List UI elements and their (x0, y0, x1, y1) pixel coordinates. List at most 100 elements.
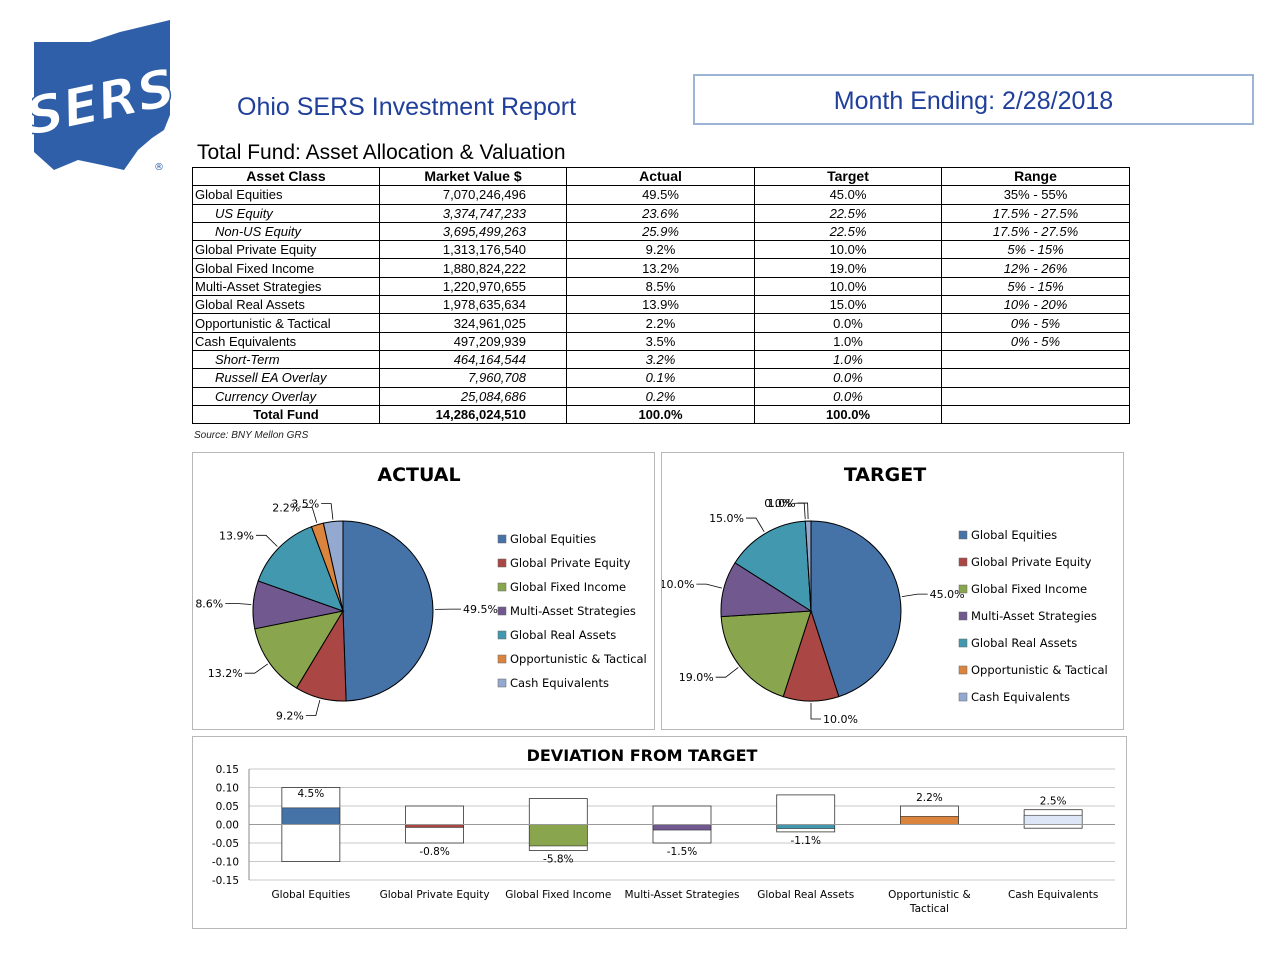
cell-actual: 8.5% (566, 276, 755, 297)
cell-actual: 3.2% (566, 349, 755, 370)
data-label: 9.2% (276, 710, 304, 723)
deviation-chart-panel: DEVIATION FROM TARGET 0.15 0.10 0.05 0.00 -0.… (192, 736, 1127, 929)
cell-target: 0.0% (754, 368, 942, 388)
legend-entry: Opportunistic & Tactical (510, 652, 647, 666)
target-pie-chart: TARGET 45.0% 10.0% 19.0% 10.0% 15.0% 0.0%1.0% G… (659, 464, 1108, 726)
table-row: Global Private Equity 1,313,176,540 9.2% 10… (192, 240, 1130, 260)
cell-actual: 9.2% (566, 240, 755, 260)
data-label: 0.0% (764, 497, 792, 510)
sers-logo: SERS ® (32, 20, 174, 172)
legend-swatch (497, 558, 507, 568)
legend-entry: Global Fixed Income (971, 582, 1087, 596)
data-label: 4.5% (298, 788, 325, 800)
cell-range (941, 349, 1130, 370)
report-title: Ohio SERS Investment Report (237, 93, 577, 121)
header-actual: Actual (566, 166, 755, 187)
cell-target: 100.0% (754, 404, 942, 425)
cell-range: 10% - 20% (941, 295, 1130, 315)
bar-cash-equivalents (1023, 814, 1083, 825)
cell-market-value: 1,313,176,540 (379, 240, 567, 260)
legend-swatch (958, 665, 968, 675)
pie-slice-global-real-assets (257, 526, 344, 612)
table-row: Non-US Equity 3,695,499,263 25.9% 22.5% 17.5… (192, 221, 1130, 242)
legend-entry: Global Fixed Income (510, 580, 626, 594)
cell-actual: 3.5% (566, 331, 755, 351)
cell-target: 15.0% (754, 295, 942, 315)
data-label-leader (901, 593, 928, 598)
pie-slice-cash-equivalents (322, 520, 344, 612)
legend-entry: Cash Equivalents (971, 690, 1070, 704)
cell-market-value: 3,374,747,233 (379, 203, 567, 223)
x-tick-label: Tactical (909, 903, 949, 915)
table-row: US Equity 3,374,747,233 23.6% 22.5% 17.5% - … (192, 203, 1130, 223)
cell-market-value: 1,880,824,222 (379, 258, 567, 278)
cell-target: 22.5% (754, 203, 942, 223)
cell-asset-class: Short-Term (192, 349, 380, 370)
bar-global-equities (281, 807, 341, 825)
cell-asset-class: Currency Overlay (192, 386, 380, 406)
cell-asset-class: Russell EA Overlay (192, 368, 380, 388)
data-label: 45.0% (930, 588, 965, 601)
legend-swatch (497, 630, 507, 640)
legend-swatch (958, 530, 968, 540)
x-tick-label: Global Real Assets (757, 889, 854, 901)
data-label: 1.0% (768, 497, 796, 510)
pie-slice-global-real-assets (734, 520, 812, 612)
legend-swatch (497, 606, 507, 616)
data-label: 19.0% (679, 671, 714, 684)
data-label: 2.2% (272, 501, 300, 514)
cell-actual: 0.2% (566, 386, 755, 406)
data-label-leader (255, 534, 278, 547)
data-label: -0.8% (419, 846, 449, 858)
legend-swatch (958, 611, 968, 621)
registered-mark: ® (154, 162, 164, 172)
cell-range: 5% - 15% (941, 240, 1130, 260)
y-tick-label: 0.10 (216, 783, 239, 795)
legend-entry: Opportunistic & Tactical (971, 663, 1108, 677)
cell-market-value: 7,960,708 (379, 368, 567, 388)
cell-target: 10.0% (754, 276, 942, 297)
chart-title: DEVIATION FROM TARGET (527, 746, 758, 765)
bar-opportunistic-tactical (900, 816, 959, 825)
chart-title: ACTUAL (377, 464, 460, 486)
table-row: Opportunistic & Tactical 324,961,025 2.2% 0… (192, 313, 1130, 333)
data-label-leader (225, 602, 252, 605)
y-tick-label: 0.15 (216, 764, 239, 776)
legend-entry: Multi-Asset Strategies (971, 609, 1097, 623)
data-label-leader (715, 667, 739, 678)
x-tick-label: Global Private Equity (380, 889, 490, 901)
y-tick-label: 0.05 (216, 801, 239, 813)
data-label-leader (794, 502, 806, 520)
x-tick-label: Cash Equivalents (1008, 889, 1098, 901)
pie-slice-global-equities (810, 520, 902, 698)
section-heading: Total Fund: Asset Allocation & Valuation (197, 141, 566, 164)
ohio-state-shape (34, 20, 170, 170)
header-range: Range (941, 166, 1130, 187)
cell-actual: 13.2% (566, 258, 755, 278)
cell-asset-class: US Equity (192, 203, 380, 223)
cell-asset-class: Global Real Assets (192, 295, 380, 315)
data-label-leader (746, 517, 765, 533)
cell-actual: 23.6% (566, 203, 755, 223)
legend-entry: Global Real Assets (971, 636, 1077, 650)
data-label: 2.5% (1040, 796, 1067, 808)
data-label-leader (696, 583, 722, 589)
data-label: 3.5% (291, 498, 319, 511)
cell-market-value: 324,961,025 (379, 313, 567, 333)
table-row: Global Equities 7,070,246,496 49.5% 45.0% 35… (192, 185, 1130, 205)
pie-slice-cash-equivalents (804, 520, 812, 612)
table-row: Global Real Assets 1,978,635,634 13.9% 15.0… (192, 295, 1130, 315)
cell-market-value: 1,220,970,655 (379, 276, 567, 297)
table-row: Currency Overlay 25,084,686 0.2% 0.0% (192, 386, 1130, 406)
cell-actual: 13.9% (566, 295, 755, 315)
data-label: 15.0% (709, 512, 744, 525)
cell-range: 0% - 5% (941, 331, 1130, 351)
cell-range: 17.5% - 27.5% (941, 203, 1130, 223)
cell-target: 0.0% (754, 386, 942, 406)
data-label: -1.5% (667, 846, 697, 858)
pie-slice-global-equities (342, 520, 434, 702)
y-tick-label: -0.05 (212, 838, 239, 850)
table-row: Short-Term 464,164,544 3.2% 1.0% (192, 349, 1130, 370)
data-label: 10.0% (823, 713, 858, 726)
chart-title: TARGET (844, 464, 926, 486)
